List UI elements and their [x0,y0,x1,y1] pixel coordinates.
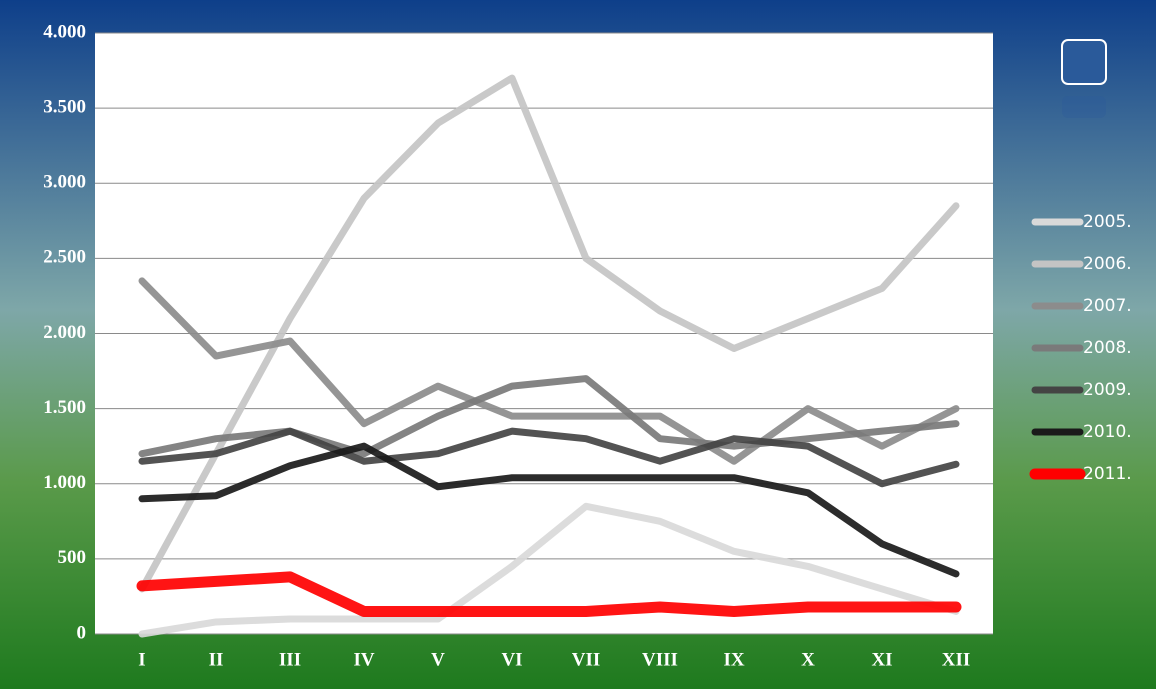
y-tick-label: 1.000 [43,472,86,493]
y-tick-label: 3.500 [43,96,86,117]
x-tick-label: V [431,649,445,670]
y-tick-label: 500 [58,547,87,568]
x-tick-label: II [209,649,224,670]
series-line [138,502,960,638]
y-tick-label: 0 [77,622,87,643]
x-tick-label: XI [871,649,892,670]
series-line [136,571,962,617]
legend-label: 2010. [1083,422,1132,442]
x-tick-label: VI [501,649,522,670]
x-tick-label: VII [572,649,601,670]
x-tick-label: XII [942,649,971,670]
logo [1061,39,1107,118]
x-tick-label: X [801,649,815,670]
series-line [138,427,960,488]
x-tick-label: IV [353,649,374,670]
legend-label: 2008. [1083,338,1132,358]
legend-label: 2007. [1083,296,1132,316]
series-line [138,442,960,578]
x-tick-label: I [138,649,145,670]
x-tick-label: III [279,649,301,670]
y-tick-label: 2.000 [43,322,86,343]
series-line [138,277,960,465]
y-tick-label: 1.500 [43,397,86,418]
legend-label: 2011. [1083,464,1132,484]
y-tick-label: 3.000 [43,172,86,193]
y-tick-label: 4.000 [43,21,86,42]
legend-label: 2006. [1083,254,1132,274]
y-tick-label: 2.500 [43,247,86,268]
legend-label: 2009. [1083,380,1132,400]
x-tick-label: VIII [642,649,678,670]
legend-label: 2005. [1083,212,1132,232]
x-tick-label: IX [723,649,744,670]
